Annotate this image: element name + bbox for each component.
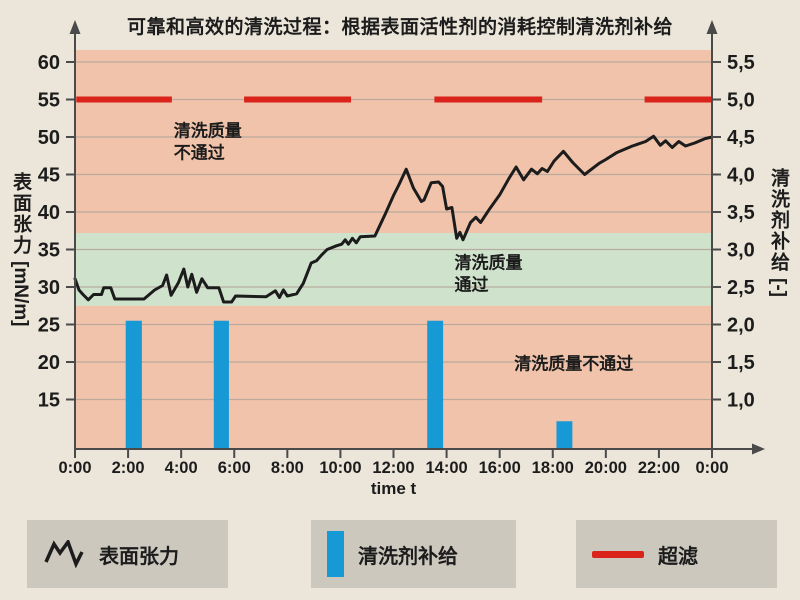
detergent-supply-bar-4: [556, 421, 573, 449]
x-tick-label-24: 0:00: [695, 459, 728, 477]
left-axis-title: 表面张力 [mN/m]: [9, 172, 31, 327]
right-tick-label-5,5: 5,5: [727, 52, 755, 74]
left-tick-label-40: 40: [38, 202, 60, 224]
left-tick-label-60: 60: [38, 52, 60, 74]
right-tick-label-1,0: 1,0: [727, 390, 755, 412]
legend-item-surface-tension: 表面张力: [27, 520, 228, 588]
blue-bar-icon: [327, 531, 344, 577]
x-tick-label-0: 0:00: [58, 459, 91, 477]
right-tick-label-3,5: 3,5: [727, 202, 755, 224]
left-tick-label-55: 55: [38, 90, 60, 112]
legend-label: 超滤: [658, 545, 698, 568]
legend-item-detergent-supply: 清洗剂补给: [311, 520, 516, 588]
x-tick-label-6: 6:00: [218, 459, 251, 477]
band-fail-upper: [75, 50, 712, 233]
right-tick-label-1,5: 1,5: [727, 352, 755, 374]
legend-item-ultrafiltration: 超滤: [576, 520, 777, 588]
left-tick-label-15: 15: [38, 390, 60, 412]
left-tick-label-30: 30: [38, 277, 60, 299]
left-axis-title-text: 表面张力: [9, 172, 31, 256]
x-tick-label-8: 8:00: [271, 459, 304, 477]
x-tick-label-22: 22:00: [638, 459, 680, 477]
band-pass: [75, 233, 712, 306]
right-tick-label-3,0: 3,0: [727, 240, 755, 262]
detergent-supply-bar-2: [213, 320, 229, 449]
left-tick-label-35: 35: [38, 240, 60, 262]
right-tick-label-2,5: 2,5: [727, 277, 755, 299]
band-fail-lower: [75, 305, 712, 449]
annotation-1: 清洗质量不通过: [174, 120, 242, 162]
x-tick-label-4: 4:00: [165, 459, 198, 477]
x-tick-label-20: 20:00: [585, 459, 627, 477]
left-tick-label-20: 20: [38, 352, 60, 374]
cleaning-process-chart: 60 55 50 45 40 35 30 25 20 15 5,5 5,0 4,5 4,0 3,5 3,0 2,…: [38, 20, 765, 477]
detergent-supply-bar-1: [125, 320, 142, 449]
right-tick-label-4,5: 4,5: [727, 127, 755, 149]
annotation-3: 清洗质量不通过: [514, 354, 633, 374]
legend-label: 清洗剂补给: [358, 545, 458, 568]
legend-label: 表面张力: [99, 545, 179, 568]
right-tick-label-4,0: 4,0: [727, 165, 755, 187]
x-tick-label-10: 10:00: [319, 459, 361, 477]
right-axis-unit: [-]: [768, 278, 789, 298]
page-title: 可靠和高效的清洗过程：根据表面活性剂的消耗控制清洗剂补给: [126, 17, 673, 38]
annotation-2: 清洗质量通过: [455, 252, 523, 294]
zigzag-line-icon: [44, 540, 84, 568]
left-tick-label-25: 25: [38, 315, 60, 337]
left-tick-label-50: 50: [38, 127, 60, 149]
x-tick-label-18: 18:00: [532, 459, 574, 477]
x-axis-title: time t: [370, 479, 417, 498]
left-axis-arrow: [69, 20, 81, 34]
right-tick-label-5,0: 5,0: [727, 90, 755, 112]
x-tick-label-16: 16:00: [479, 459, 521, 477]
detergent-supply-bar-3: [427, 320, 444, 449]
x-tick-label-14: 14:00: [425, 459, 467, 477]
right-axis-title-text: 清洗剂补给: [768, 168, 789, 273]
right-axis-arrow: [706, 20, 718, 34]
left-tick-label-45: 45: [38, 165, 60, 187]
right-axis-title: 清洗剂补给 [-]: [768, 168, 789, 297]
left-axis-unit: [mN/m]: [9, 261, 31, 327]
right-tick-label-2,0: 2,0: [727, 315, 755, 337]
x-axis-arrow: [752, 443, 765, 455]
x-tick-label-2: 2:00: [112, 459, 145, 477]
x-tick-label-12: 12:00: [372, 459, 414, 477]
surface-tension-line: [73, 134, 714, 304]
red-line-icon: [592, 550, 644, 558]
